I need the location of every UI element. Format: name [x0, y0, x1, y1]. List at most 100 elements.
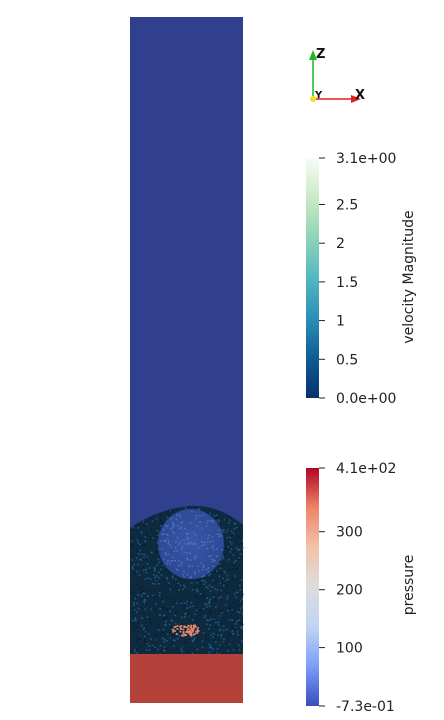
particle	[159, 645, 162, 647]
particle	[209, 590, 212, 592]
pressure-tick-label: -7.3e-01	[336, 699, 395, 715]
particle	[206, 605, 208, 608]
particle	[132, 543, 135, 546]
particle	[168, 514, 170, 516]
particle	[180, 648, 182, 651]
bubble-particle	[203, 575, 205, 577]
particle	[155, 640, 157, 642]
particle	[151, 649, 154, 651]
particle	[133, 563, 135, 566]
particle	[209, 607, 211, 610]
particle	[209, 512, 211, 515]
bubble-particle	[211, 536, 214, 538]
bubble-particle	[173, 525, 176, 528]
particle	[181, 647, 183, 649]
velocity-colorbar-title: velocity Magnitude	[401, 210, 417, 343]
particle	[141, 617, 143, 619]
velocity-tick-label: 1	[336, 314, 345, 330]
particle	[213, 514, 215, 517]
bubble-particle	[172, 531, 174, 533]
particle	[162, 614, 165, 617]
particle	[154, 583, 156, 585]
hot-particle	[182, 628, 185, 631]
particle	[206, 619, 208, 622]
particle	[154, 608, 157, 611]
bubble-particle	[202, 566, 205, 568]
particle	[155, 581, 158, 584]
particle	[132, 526, 134, 529]
bubble-particle	[211, 546, 214, 549]
particle	[200, 595, 203, 597]
particle	[207, 587, 209, 590]
particle	[164, 623, 166, 626]
bubble-particle	[168, 540, 170, 542]
hot-particle	[186, 630, 189, 633]
particle	[146, 595, 149, 598]
particle	[186, 598, 188, 601]
hot-particle	[197, 627, 199, 629]
particle	[234, 565, 236, 567]
particle	[136, 636, 138, 638]
particle	[222, 646, 224, 648]
z-axis-label: Z	[316, 47, 325, 62]
particle	[199, 593, 202, 595]
particle	[178, 627, 181, 630]
particle	[217, 634, 219, 636]
particle	[184, 641, 187, 644]
bubble-particle	[193, 542, 195, 545]
hot-particle	[186, 629, 189, 632]
particle	[235, 547, 238, 549]
particle	[160, 519, 162, 521]
particle	[136, 652, 138, 654]
particle	[171, 601, 174, 604]
particle	[153, 569, 156, 572]
particle	[237, 634, 239, 636]
particle	[144, 608, 147, 610]
particle	[183, 614, 185, 617]
particle	[151, 520, 154, 523]
particle	[131, 529, 134, 531]
particle	[152, 646, 154, 648]
particle	[183, 605, 185, 607]
particle	[226, 597, 229, 600]
bubble-particle	[191, 511, 193, 513]
particle	[190, 636, 193, 638]
particle	[233, 606, 236, 609]
particle	[216, 589, 219, 591]
bubble-particle	[201, 544, 203, 547]
particle	[139, 587, 141, 589]
particle	[131, 592, 133, 595]
particle	[153, 574, 155, 576]
bubble-particle	[186, 574, 189, 576]
particle	[144, 631, 146, 634]
particle	[133, 566, 136, 569]
bubble-particle	[212, 565, 215, 567]
hot-particle	[192, 626, 195, 628]
particle	[217, 624, 220, 626]
particle	[158, 592, 161, 594]
particle	[241, 547, 244, 549]
particle	[226, 628, 228, 630]
bubble-particle	[174, 559, 176, 562]
particle	[238, 648, 241, 651]
particle	[206, 597, 208, 599]
particle	[157, 534, 159, 537]
particle	[239, 553, 242, 555]
particle	[144, 536, 147, 538]
particle	[222, 575, 225, 578]
particle	[235, 640, 238, 643]
particle	[233, 568, 235, 570]
bubble-particle	[186, 557, 188, 560]
particle	[137, 631, 140, 633]
particle	[137, 638, 140, 640]
particle	[215, 631, 218, 634]
particle	[142, 592, 145, 595]
particle	[160, 525, 162, 527]
particle	[180, 599, 183, 601]
particle	[232, 530, 235, 533]
particle	[140, 532, 142, 534]
particle	[185, 603, 187, 605]
hot-particle	[196, 629, 199, 631]
